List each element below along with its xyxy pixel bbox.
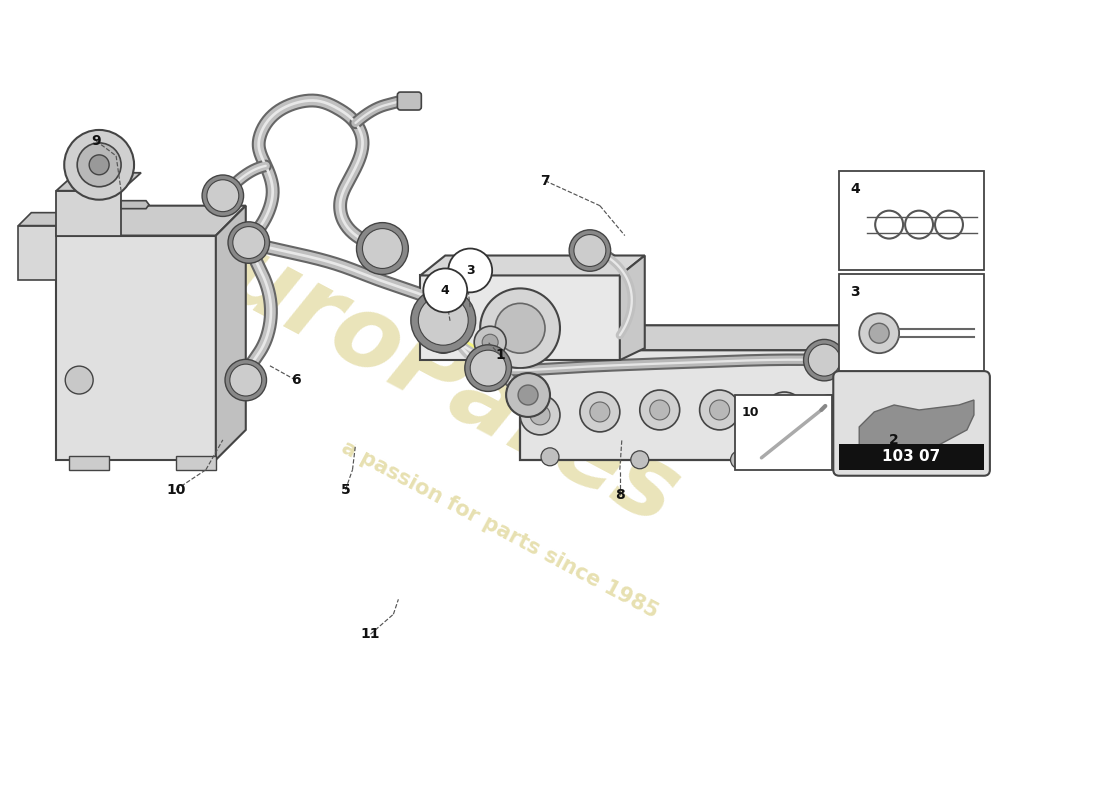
Bar — [69, 456, 109, 470]
Text: 11: 11 — [361, 627, 381, 641]
FancyBboxPatch shape — [397, 92, 421, 110]
Circle shape — [77, 143, 121, 186]
Circle shape — [541, 448, 559, 466]
Text: 10: 10 — [166, 482, 186, 497]
Circle shape — [89, 155, 109, 174]
Bar — [176, 456, 216, 470]
Circle shape — [470, 350, 506, 386]
Circle shape — [424, 269, 468, 312]
Bar — [839, 444, 983, 470]
Circle shape — [228, 222, 270, 263]
Circle shape — [356, 222, 408, 274]
Circle shape — [843, 433, 860, 451]
Circle shape — [931, 434, 967, 470]
Circle shape — [495, 303, 544, 353]
Circle shape — [64, 130, 134, 200]
Circle shape — [815, 449, 834, 466]
Bar — [839, 170, 983, 270]
Polygon shape — [216, 206, 245, 460]
Polygon shape — [420, 275, 619, 360]
Text: 3: 3 — [466, 264, 474, 277]
Circle shape — [640, 390, 680, 430]
Text: 4: 4 — [850, 182, 860, 196]
Text: 5: 5 — [341, 482, 351, 497]
Polygon shape — [56, 206, 245, 235]
Circle shape — [764, 392, 804, 432]
Polygon shape — [859, 400, 974, 452]
Text: 9: 9 — [91, 134, 101, 148]
Circle shape — [859, 314, 899, 353]
Circle shape — [506, 373, 550, 417]
Polygon shape — [56, 173, 141, 190]
Text: 2: 2 — [889, 433, 899, 447]
Circle shape — [202, 175, 243, 217]
Text: 8: 8 — [615, 488, 625, 502]
Text: 3: 3 — [850, 286, 860, 299]
FancyBboxPatch shape — [834, 371, 990, 476]
Text: 7: 7 — [540, 174, 550, 188]
Polygon shape — [619, 255, 645, 360]
Circle shape — [363, 229, 403, 269]
Circle shape — [590, 402, 609, 422]
Polygon shape — [56, 235, 216, 460]
Circle shape — [804, 339, 845, 381]
Circle shape — [650, 400, 670, 420]
Polygon shape — [56, 190, 121, 235]
Text: 10: 10 — [741, 406, 759, 419]
Text: a passion for parts since 1985: a passion for parts since 1985 — [339, 438, 662, 622]
Text: 6: 6 — [290, 373, 300, 387]
Bar — [839, 274, 983, 372]
Circle shape — [207, 180, 239, 212]
Text: 1: 1 — [495, 348, 505, 362]
Polygon shape — [420, 255, 645, 275]
Circle shape — [925, 429, 972, 475]
Circle shape — [580, 392, 619, 432]
Circle shape — [481, 288, 560, 368]
Text: euroPares: euroPares — [146, 194, 694, 546]
Circle shape — [530, 405, 550, 425]
Polygon shape — [19, 226, 56, 281]
Circle shape — [411, 288, 475, 353]
Text: 103 07: 103 07 — [882, 450, 940, 464]
Circle shape — [418, 295, 469, 345]
Circle shape — [482, 334, 498, 350]
Circle shape — [569, 230, 611, 271]
Circle shape — [427, 322, 459, 353]
Circle shape — [700, 390, 739, 430]
Circle shape — [854, 332, 886, 364]
Circle shape — [810, 395, 849, 435]
Circle shape — [465, 345, 512, 391]
Circle shape — [848, 327, 890, 369]
Circle shape — [710, 400, 729, 420]
Polygon shape — [520, 326, 899, 350]
Polygon shape — [121, 201, 148, 209]
Circle shape — [574, 234, 606, 266]
Circle shape — [233, 226, 265, 258]
Circle shape — [774, 402, 794, 422]
Polygon shape — [19, 213, 69, 226]
Circle shape — [630, 451, 649, 469]
Circle shape — [730, 451, 748, 469]
Text: 4: 4 — [441, 284, 450, 297]
Circle shape — [65, 366, 94, 394]
Polygon shape — [520, 350, 859, 460]
Circle shape — [820, 405, 839, 425]
Circle shape — [518, 385, 538, 405]
Circle shape — [869, 323, 889, 343]
Circle shape — [436, 330, 451, 345]
Circle shape — [230, 364, 262, 396]
Circle shape — [808, 344, 840, 376]
Bar — [735, 395, 833, 470]
Circle shape — [520, 395, 560, 435]
Circle shape — [226, 359, 266, 401]
Circle shape — [474, 326, 506, 358]
Circle shape — [449, 249, 492, 292]
